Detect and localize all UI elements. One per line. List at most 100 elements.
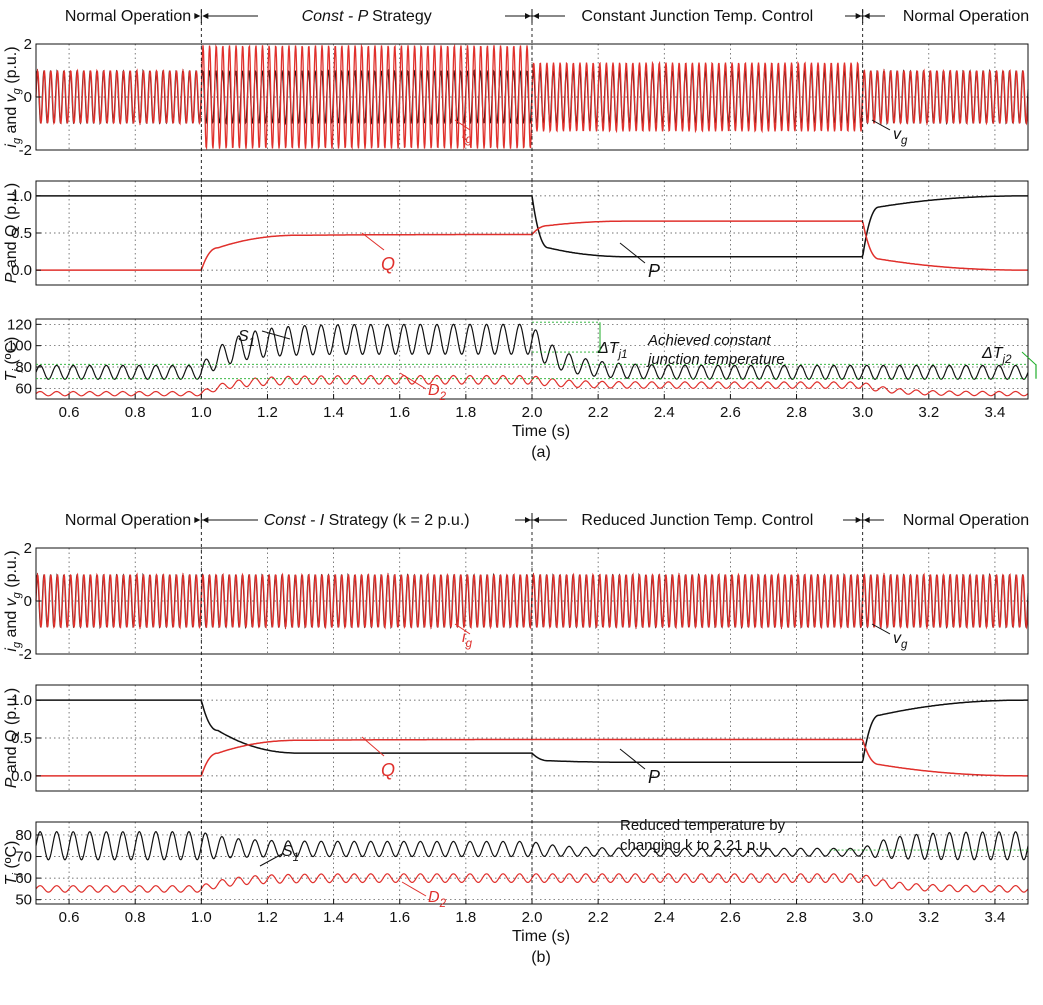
label-P: P (648, 767, 660, 787)
y-tick-label: 2 (24, 540, 32, 557)
phase-label: Const - P Strategy (302, 8, 432, 25)
subplot-temperature: 60 80 100 120 0.6 0.8 1.0 1.2 1.4 1.6 1.8 2.0 2.2 2.4… (7, 316, 1029, 421)
x-tick-label: 3.2 (918, 404, 939, 421)
subplot-currents_voltage: -2 0 2 (19, 36, 1029, 159)
panel-b: Normal Operation Const - I Strategy (k = … (3, 512, 1029, 966)
y-tick-label: 0.0 (11, 768, 32, 785)
y-tick-label: 120 (7, 316, 32, 333)
x-tick-label: 2.4 (654, 404, 675, 421)
arrow-head (863, 517, 870, 523)
y-tick-label: 0 (24, 89, 32, 106)
leader-vg (871, 623, 891, 635)
x-tick-label: 1.0 (191, 404, 212, 421)
x-tick-label: 1.4 (323, 909, 344, 926)
phase-label: Normal Operation (903, 512, 1029, 529)
dTj2-leader (1021, 351, 1037, 366)
label-Q: Q (381, 760, 395, 780)
x-tick-label: 3.4 (985, 404, 1006, 421)
y-tick-label: 80 (15, 359, 32, 376)
x-tick-label: 2.0 (522, 909, 543, 926)
note-line-1: Reduced temperature by (620, 817, 786, 834)
y-tick-label: 2 (24, 36, 32, 53)
series-Q (36, 738, 1028, 777)
subplot-power: 0.0 0.5 1.0 (11, 180, 1029, 286)
x-tick-label: 2.2 (588, 404, 609, 421)
arrow-head (533, 13, 539, 19)
phase-header: Normal Operation Const - I Strategy (k = … (65, 512, 1029, 529)
arrow-head (533, 517, 539, 523)
y-tick-label: 100 (7, 338, 32, 355)
x-axis-label: Time (s) (512, 928, 570, 945)
note-line-2: changing k to 2.21 p.u. (620, 837, 772, 854)
y-tick-label: -2 (19, 142, 32, 159)
label-P: P (648, 261, 660, 281)
y-tick-label: 0 (24, 593, 32, 610)
leader-ig (454, 623, 471, 635)
y-tick-label: 0.5 (11, 225, 32, 242)
x-tick-label: 1.0 (191, 909, 212, 926)
label-dTj2: ΔTj2 (981, 345, 1012, 366)
leader-vg (871, 119, 891, 131)
label-D2: D2 (428, 889, 447, 910)
label-S1: S1 (282, 843, 299, 864)
leader-S1 (261, 330, 291, 340)
arrow-head (863, 13, 870, 19)
label-ig: ig (462, 629, 473, 650)
x-tick-label: 2.6 (720, 404, 741, 421)
y-tick-label: 60 (15, 380, 32, 397)
panel-caption: (a) (531, 444, 551, 461)
arrow-head (855, 517, 862, 523)
phase-label: Normal Operation (903, 8, 1029, 25)
subplot-temperature: 50 60 70 80 0.6 0.8 1.0 1.2 1.4 1.6 1.8 2.0 2.2 2.4 2.… (15, 821, 1029, 926)
phase-label: Constant Junction Temp. Control (581, 8, 813, 25)
phase-label: Normal Operation (65, 8, 191, 25)
leader-S1 (259, 853, 283, 867)
y-label-tj: Tj (ºC) (3, 841, 23, 886)
arrow-head (194, 517, 201, 523)
x-tick-label: 3.2 (918, 909, 939, 926)
label-ig: ig (462, 125, 473, 146)
panel-caption: (b) (531, 949, 551, 966)
x-tick-label: 1.6 (389, 909, 410, 926)
y-label-p-q: P and Q (p.u.) (3, 183, 20, 284)
leader-P (619, 748, 646, 770)
y-tick-label: 80 (15, 827, 32, 844)
x-tick-label: 2.4 (654, 909, 675, 926)
x-axis-label: Time (s) (512, 423, 570, 440)
label-vg: vg (893, 126, 908, 147)
x-tick-label: 1.2 (257, 909, 278, 926)
arrow-head (194, 13, 201, 19)
panel-a: Normal Operation Const - P Strategy Consta… (3, 8, 1037, 461)
x-tick-label: 1.8 (455, 909, 476, 926)
label-Q: Q (381, 254, 395, 274)
y-tick-label: 0.0 (11, 262, 32, 279)
subplot-currents_voltage: -2 0 2 (19, 540, 1029, 663)
label-dTj1: ΔTj1 (597, 340, 627, 361)
y-tick-label: 70 (15, 849, 32, 866)
phase-header: Normal Operation Const - P Strategy Consta… (65, 8, 1029, 25)
subplot-power: 0.0 0.5 1.0 (11, 684, 1029, 792)
x-tick-label: 0.6 (59, 909, 80, 926)
phase-label: Normal Operation (65, 512, 191, 529)
note-line-2: junction temperature (646, 351, 785, 368)
leader-D2 (401, 881, 427, 897)
y-tick-label: 0.5 (11, 730, 32, 747)
arrow-head (525, 517, 531, 523)
x-tick-label: 2.8 (786, 909, 807, 926)
label-S1: S1 (238, 328, 255, 349)
x-tick-label: 2.2 (588, 909, 609, 926)
x-tick-label: 3.0 (852, 404, 873, 421)
phase-label: Const - I Strategy (k = 2 p.u.) (264, 512, 470, 529)
note-line-1: Achieved constant (647, 332, 771, 349)
y-label-p-q: P and Q (p.u.) (3, 688, 20, 789)
x-tick-label: 1.2 (257, 404, 278, 421)
series-D2 (35, 374, 1029, 397)
x-tick-label: 3.0 (852, 909, 873, 926)
leader-D2 (399, 372, 427, 390)
arrow-head (855, 13, 862, 19)
x-tick-label: 2.0 (522, 404, 543, 421)
series-P (36, 195, 1028, 258)
x-tick-label: 3.4 (985, 909, 1006, 926)
arrow-head (202, 13, 209, 19)
x-tick-label: 1.4 (323, 404, 344, 421)
